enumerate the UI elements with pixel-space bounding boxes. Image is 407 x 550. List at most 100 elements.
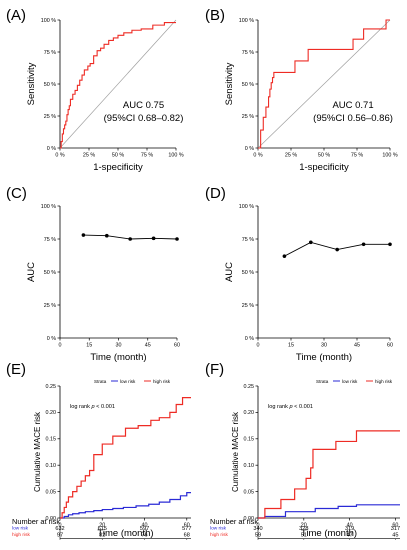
y-axis-title: Cumulative MACE risk xyxy=(33,411,42,492)
y-axis-title: Cumulative MACE risk xyxy=(231,411,240,492)
chart-d: 0 15 30 45 60 0 % 25 % 50 % 75 % 100 % Time (month… xyxy=(224,204,393,363)
x-tick-label: 0 xyxy=(257,523,260,529)
x-axis-title: Time (month) xyxy=(97,528,153,539)
y-tick-label: 50 % xyxy=(242,270,254,276)
x-tick-label: 100 % xyxy=(382,153,397,159)
risk-count: 317 xyxy=(391,526,400,532)
x-tick-label: 15 xyxy=(86,343,92,349)
risk-count: 615 xyxy=(98,526,107,532)
x-tick-label: 60 xyxy=(174,343,180,349)
reference-diagonal xyxy=(59,19,177,149)
risk-count: 577 xyxy=(182,526,191,532)
legend-label: high risk xyxy=(375,379,393,384)
legend-label: high risk xyxy=(153,379,171,384)
chart-c: 0 15 30 45 60 0 % 25 % 50 % 75 % 100 % Time (month… xyxy=(26,204,180,363)
risk-count: 76 xyxy=(141,533,147,539)
x-tick-label: 30 xyxy=(321,343,327,349)
logrank-pvalue: log rank p < 0.001 xyxy=(70,404,115,410)
auc-ci: (95%CI 0.68–0.82) xyxy=(104,113,184,124)
y-tick-label: 0.05 xyxy=(46,489,57,495)
x-axis-title: Time (month) xyxy=(301,528,357,539)
logrank-pvalue: log rank p < 0.001 xyxy=(268,404,313,410)
y-tick-label: 75 % xyxy=(44,237,56,243)
x-tick-label: 60 xyxy=(184,523,190,529)
x-tick-label: 60 xyxy=(387,343,393,349)
x-tick-label: 60 xyxy=(392,523,398,529)
x-axis-title: Time (month) xyxy=(296,352,352,363)
x-tick-label: 100 % xyxy=(168,153,183,159)
roc-curve xyxy=(60,22,176,149)
y-tick-label: 75 % xyxy=(242,50,254,56)
panel-letter-c: (C) xyxy=(6,185,27,202)
risk-count: 51 xyxy=(301,533,307,539)
y-tick-label: 100 % xyxy=(239,18,254,24)
auc-ci: (95%CI 0.56–0.86) xyxy=(313,113,393,124)
x-tick-label: 45 xyxy=(145,343,151,349)
panel-letter-f: (F) xyxy=(205,361,224,378)
y-tick-label: 0.20 xyxy=(244,410,255,416)
x-tick-label: 50 % xyxy=(112,153,124,159)
km-curve-low-risk xyxy=(258,504,400,519)
y-axis-title: AUC xyxy=(224,262,235,282)
risk-count: 82 xyxy=(99,533,105,539)
risk-row-label: low risk xyxy=(210,525,227,531)
x-tick-label: 75 % xyxy=(351,153,363,159)
y-tick-label: 0.20 xyxy=(46,410,57,416)
x-tick-label: 0 % xyxy=(253,153,262,159)
panel-letter-e: (E) xyxy=(6,361,26,378)
legend-title: Strata xyxy=(316,379,329,384)
x-tick-label: 75 % xyxy=(141,153,153,159)
chart-e: 0 20 40 60 0.00 0.05 0.10 0.15 0.20 0.25 Time (mon… xyxy=(12,379,191,540)
x-tick-label: 45 xyxy=(354,343,360,349)
x-tick-label: 30 xyxy=(116,343,122,349)
y-tick-label: 75 % xyxy=(242,237,254,243)
chart-f: 0 20 40 60 0.00 0.05 0.10 0.15 0.20 0.25 Time (mon… xyxy=(210,379,400,540)
x-tick-label: 15 xyxy=(288,343,294,349)
panel-letter-a: (A) xyxy=(6,7,26,24)
y-tick-label: 0.05 xyxy=(244,489,255,495)
chart-a: 0 % 25 % 50 % 75 % 100 % 0 % 25 % 50 % 75 % 100 %… xyxy=(26,18,184,173)
plots: 0 % 25 % 50 % 75 % 100 % 0 % 25 % 50 % 75 % 100 %… xyxy=(12,18,400,540)
legend-label: low risk xyxy=(120,379,136,384)
y-tick-label: 0 % xyxy=(47,336,56,342)
km-curve-high-risk xyxy=(258,430,400,519)
panel-letter-d: (D) xyxy=(205,185,226,202)
panel-letters: (A) (B) (C) (D) (E) (F) xyxy=(6,7,226,378)
x-tick-label: 0 % xyxy=(55,153,64,159)
x-tick-label: 0 xyxy=(59,343,62,349)
y-tick-label: 50 % xyxy=(44,270,56,276)
auc-point xyxy=(309,240,313,245)
x-tick-label: 20 xyxy=(99,523,105,529)
km-curve-high-risk xyxy=(60,397,191,519)
risk-table-title: Number at risk xyxy=(12,517,60,526)
km-curve-low-risk xyxy=(60,492,191,519)
auc-value: AUC 0.75 xyxy=(123,100,164,111)
reference-diagonal xyxy=(257,19,391,149)
auc-point xyxy=(335,247,340,252)
y-tick-label: 0.15 xyxy=(244,437,255,443)
x-tick-label: 0 xyxy=(59,523,62,529)
auc-point xyxy=(105,233,109,238)
auc-point xyxy=(128,237,132,241)
y-tick-label: 0.25 xyxy=(46,384,57,390)
risk-row-label: low risk xyxy=(12,525,29,531)
x-tick-label: 40 xyxy=(142,523,148,529)
y-tick-label: 100 % xyxy=(41,18,56,24)
y-tick-label: 0.15 xyxy=(46,437,57,443)
y-tick-label: 0 % xyxy=(245,336,254,342)
y-axis-title: Sensitivity xyxy=(224,62,235,105)
chart-b: 0 % 25 % 50 % 75 % 100 % 0 % 25 % 50 % 75 % 100 %… xyxy=(224,18,398,173)
legend-label: low risk xyxy=(342,379,358,384)
y-tick-label: 0 % xyxy=(47,146,56,152)
auc-point xyxy=(81,233,86,237)
x-tick-label: 0 xyxy=(257,343,260,349)
risk-count: 45 xyxy=(392,533,398,539)
roc-curve xyxy=(258,19,390,149)
y-tick-label: 25 % xyxy=(242,114,254,120)
auc-point xyxy=(361,242,366,247)
y-tick-label: 0.25 xyxy=(244,384,255,390)
y-tick-label: 50 % xyxy=(242,82,254,88)
auc-point xyxy=(388,242,392,247)
x-tick-label: 25 % xyxy=(285,153,297,159)
y-axis-title: AUC xyxy=(26,262,37,282)
